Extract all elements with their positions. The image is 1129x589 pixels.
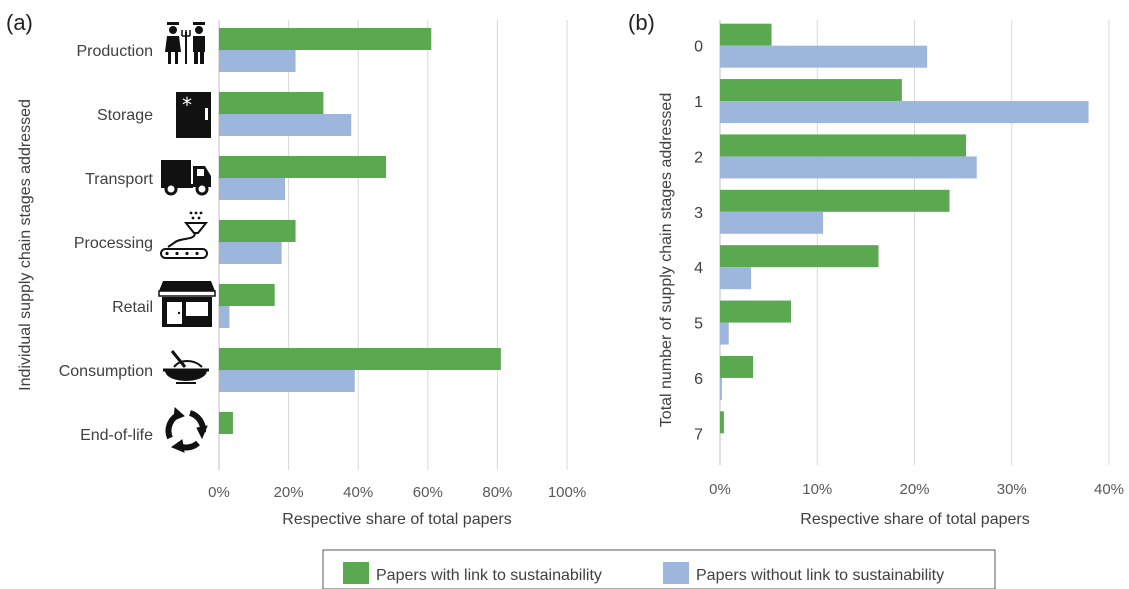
recycle-icon (165, 406, 208, 453)
category-label: 7 (694, 426, 703, 443)
bar-without-link (219, 114, 352, 136)
bar-without-link (720, 211, 824, 234)
legend-frame (322, 549, 996, 589)
category-label: Consumption (59, 363, 153, 380)
legend: Papers with link to sustainability Paper… (322, 549, 996, 589)
svg-text:*: * (182, 93, 192, 117)
x-tick-label: 30% (997, 481, 1027, 498)
category-label: Transport (85, 171, 153, 188)
x-ticks-a: 0% 20% 40% 60% 80% 100% (208, 484, 586, 501)
category-label: 6 (694, 371, 703, 388)
bar-without-link (720, 45, 928, 68)
category-label: Production (77, 43, 154, 60)
x-tick-label: 10% (802, 481, 832, 498)
x-tick-label: 20% (274, 484, 304, 501)
legend-swatch-with-link (343, 562, 369, 584)
bar-without-link (720, 377, 722, 400)
chart-panel-a: (a) Individual supply chain stages addre… (6, 10, 586, 528)
category-label: Retail (112, 299, 153, 316)
x-tick-label: 0% (208, 484, 230, 501)
category-label: 0 (694, 39, 703, 56)
farmers-icon (165, 22, 205, 64)
bars-a (219, 28, 501, 434)
bar-without-link (219, 306, 230, 328)
category-label: 5 (694, 316, 703, 333)
category-icons: * (158, 22, 216, 453)
category-label: 2 (694, 149, 703, 166)
truck-icon (161, 160, 211, 196)
panel-label-a: (a) (6, 10, 33, 35)
legend-label-without-link: Papers without link to sustainability (696, 567, 944, 584)
x-tick-label: 80% (482, 484, 512, 501)
bar-with-link (720, 300, 791, 323)
bar-without-link (720, 156, 977, 179)
category-label: End-of-life (80, 427, 153, 444)
bar-with-link (720, 23, 772, 46)
x-axis-title-a: Respective share of total papers (282, 511, 511, 528)
bar-without-link (720, 322, 729, 345)
bar-with-link (219, 92, 324, 114)
category-label: 1 (694, 94, 703, 111)
bar-with-link (720, 411, 724, 434)
bar-without-link (219, 242, 282, 264)
x-tick-label: 20% (899, 481, 929, 498)
bar-without-link (720, 101, 1089, 124)
legend-swatch-without-link (663, 562, 689, 584)
bar-with-link (720, 355, 754, 378)
category-label: 3 (694, 205, 703, 222)
x-tick-label: 100% (548, 484, 586, 501)
bar-with-link (720, 79, 902, 102)
bars-b (720, 23, 1089, 434)
bar-without-link (219, 178, 286, 200)
category-labels-a: Production Storage Transport Processing Reta… (59, 43, 154, 444)
bar-with-link (219, 156, 387, 178)
bar-with-link (219, 28, 432, 50)
shop-icon (158, 281, 216, 327)
category-labels-b: 0 1 2 3 4 5 6 7 (694, 39, 703, 444)
category-label: Storage (97, 107, 153, 124)
bowl-icon (163, 350, 209, 384)
category-label: Processing (74, 235, 153, 252)
x-axis-title-b: Respective share of total papers (800, 511, 1029, 528)
legend-label-with-link: Papers with link to sustainability (376, 567, 602, 584)
y-axis-title-b: Total number of supply chain stages addr… (658, 93, 675, 427)
panel-label-b: (b) (628, 10, 655, 35)
bar-with-link (720, 134, 967, 157)
x-tick-label: 0% (709, 481, 731, 498)
x-tick-label: 40% (1094, 481, 1124, 498)
x-ticks-b: 0% 10% 20% 30% 40% (709, 481, 1124, 498)
bar-with-link (219, 348, 501, 370)
bar-with-link (720, 245, 879, 268)
bar-without-link (219, 50, 296, 72)
x-tick-label: 40% (343, 484, 373, 501)
bar-with-link (219, 284, 275, 306)
bar-without-link (219, 370, 355, 392)
processing-icon (160, 211, 209, 259)
y-axis-title-a: Individual supply chain stages addressed (17, 99, 34, 391)
x-tick-label: 60% (413, 484, 443, 501)
chart-panel-b: (b) Total number of supply chain stages … (628, 10, 1124, 528)
bar-with-link (219, 220, 296, 242)
bar-with-link (219, 412, 233, 434)
category-label: 4 (694, 260, 703, 277)
freezer-icon: * (176, 92, 211, 138)
bar-with-link (720, 189, 950, 212)
bar-without-link (720, 267, 752, 290)
